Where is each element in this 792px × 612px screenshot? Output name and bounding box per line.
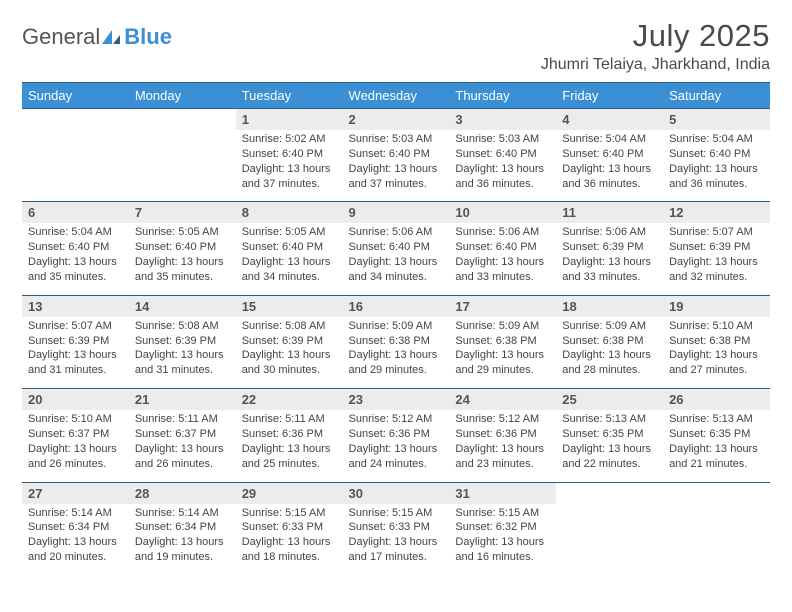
- dayhead-fri: Friday: [556, 83, 663, 109]
- date-data-cell: Sunrise: 5:05 AMSunset: 6:40 PMDaylight:…: [236, 223, 343, 295]
- date-number-cell: 31: [449, 482, 556, 504]
- date-number-cell: 9: [343, 202, 450, 224]
- date-data-row: Sunrise: 5:07 AMSunset: 6:39 PMDaylight:…: [22, 317, 770, 389]
- date-data-cell: Sunrise: 5:10 AMSunset: 6:37 PMDaylight:…: [22, 410, 129, 482]
- logo-text-general: General: [22, 24, 100, 50]
- dayhead-mon: Monday: [129, 83, 236, 109]
- date-number-cell: 6: [22, 202, 129, 224]
- date-data-cell: Sunrise: 5:03 AMSunset: 6:40 PMDaylight:…: [343, 130, 450, 202]
- date-number-cell: 15: [236, 295, 343, 317]
- date-data-cell: Sunrise: 5:15 AMSunset: 6:33 PMDaylight:…: [236, 504, 343, 575]
- date-number-cell: 28: [129, 482, 236, 504]
- date-number-row: 12345: [22, 109, 770, 131]
- date-data-cell: Sunrise: 5:11 AMSunset: 6:37 PMDaylight:…: [129, 410, 236, 482]
- date-data-cell: Sunrise: 5:06 AMSunset: 6:39 PMDaylight:…: [556, 223, 663, 295]
- dayhead-sun: Sunday: [22, 83, 129, 109]
- date-data-cell: Sunrise: 5:12 AMSunset: 6:36 PMDaylight:…: [343, 410, 450, 482]
- title-block: July 2025 Jhumri Telaiya, Jharkhand, Ind…: [541, 18, 770, 74]
- date-number-cell: 24: [449, 389, 556, 411]
- date-number-cell: 8: [236, 202, 343, 224]
- date-number-cell: 4: [556, 109, 663, 131]
- date-data-cell: Sunrise: 5:11 AMSunset: 6:36 PMDaylight:…: [236, 410, 343, 482]
- date-data-cell: [22, 130, 129, 202]
- date-data-cell: Sunrise: 5:05 AMSunset: 6:40 PMDaylight:…: [129, 223, 236, 295]
- dayhead-wed: Wednesday: [343, 83, 450, 109]
- date-number-cell: 20: [22, 389, 129, 411]
- date-data-cell: [129, 130, 236, 202]
- date-number-cell: 14: [129, 295, 236, 317]
- date-data-cell: Sunrise: 5:15 AMSunset: 6:33 PMDaylight:…: [343, 504, 450, 575]
- date-number-cell: 19: [663, 295, 770, 317]
- date-number-cell: 22: [236, 389, 343, 411]
- date-data-cell: Sunrise: 5:13 AMSunset: 6:35 PMDaylight:…: [663, 410, 770, 482]
- date-data-cell: [556, 504, 663, 575]
- date-number-cell: 10: [449, 202, 556, 224]
- logo-sail-icon: [100, 28, 122, 46]
- date-number-cell: 25: [556, 389, 663, 411]
- date-data-row: Sunrise: 5:14 AMSunset: 6:34 PMDaylight:…: [22, 504, 770, 575]
- date-number-cell: 30: [343, 482, 450, 504]
- date-data-cell: Sunrise: 5:08 AMSunset: 6:39 PMDaylight:…: [236, 317, 343, 389]
- date-data-cell: [663, 504, 770, 575]
- date-number-cell: 11: [556, 202, 663, 224]
- date-number-cell: 2: [343, 109, 450, 131]
- date-number-cell: 3: [449, 109, 556, 131]
- location-text: Jhumri Telaiya, Jharkhand, India: [541, 56, 770, 74]
- date-data-cell: Sunrise: 5:02 AMSunset: 6:40 PMDaylight:…: [236, 130, 343, 202]
- date-data-cell: Sunrise: 5:10 AMSunset: 6:38 PMDaylight:…: [663, 317, 770, 389]
- calendar-body: 12345Sunrise: 5:02 AMSunset: 6:40 PMDayl…: [22, 109, 770, 575]
- date-data-cell: Sunrise: 5:04 AMSunset: 6:40 PMDaylight:…: [663, 130, 770, 202]
- dayhead-tue: Tuesday: [236, 83, 343, 109]
- date-data-cell: Sunrise: 5:09 AMSunset: 6:38 PMDaylight:…: [556, 317, 663, 389]
- calendar-table: Sunday Monday Tuesday Wednesday Thursday…: [22, 82, 770, 575]
- date-number-cell: 26: [663, 389, 770, 411]
- date-data-cell: Sunrise: 5:04 AMSunset: 6:40 PMDaylight:…: [22, 223, 129, 295]
- logo: General Blue: [22, 18, 172, 50]
- date-data-cell: Sunrise: 5:13 AMSunset: 6:35 PMDaylight:…: [556, 410, 663, 482]
- date-data-cell: Sunrise: 5:14 AMSunset: 6:34 PMDaylight:…: [22, 504, 129, 575]
- date-number-row: 2728293031: [22, 482, 770, 504]
- date-data-row: Sunrise: 5:04 AMSunset: 6:40 PMDaylight:…: [22, 223, 770, 295]
- date-data-cell: Sunrise: 5:15 AMSunset: 6:32 PMDaylight:…: [449, 504, 556, 575]
- date-number-cell: 13: [22, 295, 129, 317]
- date-data-cell: Sunrise: 5:08 AMSunset: 6:39 PMDaylight:…: [129, 317, 236, 389]
- date-data-cell: Sunrise: 5:09 AMSunset: 6:38 PMDaylight:…: [449, 317, 556, 389]
- date-data-cell: Sunrise: 5:14 AMSunset: 6:34 PMDaylight:…: [129, 504, 236, 575]
- date-number-cell: 27: [22, 482, 129, 504]
- header: General Blue July 2025 Jhumri Telaiya, J…: [22, 18, 770, 74]
- date-number-row: 13141516171819: [22, 295, 770, 317]
- date-data-row: Sunrise: 5:10 AMSunset: 6:37 PMDaylight:…: [22, 410, 770, 482]
- date-data-cell: Sunrise: 5:03 AMSunset: 6:40 PMDaylight:…: [449, 130, 556, 202]
- day-header-row: Sunday Monday Tuesday Wednesday Thursday…: [22, 83, 770, 109]
- page-title: July 2025: [541, 18, 770, 54]
- date-number-cell: 18: [556, 295, 663, 317]
- date-number-cell: [22, 109, 129, 131]
- date-data-cell: Sunrise: 5:06 AMSunset: 6:40 PMDaylight:…: [343, 223, 450, 295]
- date-number-cell: 5: [663, 109, 770, 131]
- dayhead-sat: Saturday: [663, 83, 770, 109]
- date-number-cell: 29: [236, 482, 343, 504]
- date-number-cell: 17: [449, 295, 556, 317]
- date-number-cell: 12: [663, 202, 770, 224]
- date-data-cell: Sunrise: 5:09 AMSunset: 6:38 PMDaylight:…: [343, 317, 450, 389]
- date-number-row: 20212223242526: [22, 389, 770, 411]
- date-data-row: Sunrise: 5:02 AMSunset: 6:40 PMDaylight:…: [22, 130, 770, 202]
- date-data-cell: Sunrise: 5:07 AMSunset: 6:39 PMDaylight:…: [22, 317, 129, 389]
- date-number-cell: 21: [129, 389, 236, 411]
- date-data-cell: Sunrise: 5:06 AMSunset: 6:40 PMDaylight:…: [449, 223, 556, 295]
- date-data-cell: Sunrise: 5:04 AMSunset: 6:40 PMDaylight:…: [556, 130, 663, 202]
- dayhead-thu: Thursday: [449, 83, 556, 109]
- date-number-row: 6789101112: [22, 202, 770, 224]
- date-number-cell: [663, 482, 770, 504]
- date-data-cell: Sunrise: 5:07 AMSunset: 6:39 PMDaylight:…: [663, 223, 770, 295]
- date-number-cell: 23: [343, 389, 450, 411]
- date-number-cell: 16: [343, 295, 450, 317]
- date-number-cell: 7: [129, 202, 236, 224]
- date-number-cell: 1: [236, 109, 343, 131]
- date-number-cell: [129, 109, 236, 131]
- date-number-cell: [556, 482, 663, 504]
- logo-text-blue: Blue: [124, 24, 172, 50]
- date-data-cell: Sunrise: 5:12 AMSunset: 6:36 PMDaylight:…: [449, 410, 556, 482]
